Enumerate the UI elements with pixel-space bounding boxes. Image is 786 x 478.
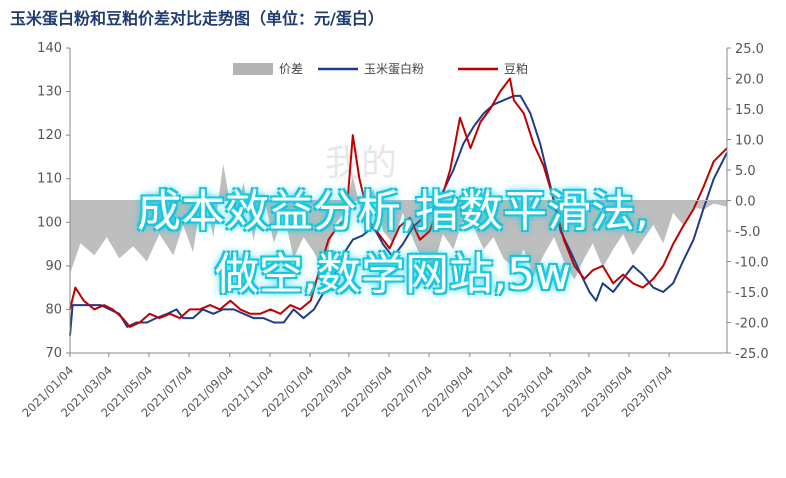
series-line-玉米蛋白粉 <box>69 94 728 336</box>
right-tick-label: 20.0 <box>735 73 764 88</box>
right-tick-label: -5.0 <box>735 225 760 240</box>
left-tick-label: 120 <box>37 128 62 143</box>
right-tick-label: 15.0 <box>735 103 764 118</box>
series-area-价差 <box>70 163 727 280</box>
left-tick-label: 140 <box>37 41 62 56</box>
price-spread-area <box>70 163 727 280</box>
left-tick-label: 100 <box>37 215 62 230</box>
left-tick-label: 130 <box>37 85 62 100</box>
left-tick-label: 70 <box>45 346 62 361</box>
overlay-text-line-2: 做空,数学网站,5w <box>215 249 571 300</box>
series-line-豆粕 <box>69 77 728 328</box>
legend: 价差 玉米蛋白粉 豆粕 <box>233 61 528 76</box>
svg-text:我的: 我的 <box>325 143 397 184</box>
right-tick-label: -15.0 <box>735 286 769 301</box>
legend-label: 玉米蛋白粉 <box>364 61 424 76</box>
left-tick-label: 110 <box>37 172 62 187</box>
legend-label: 价差 <box>279 62 303 76</box>
legend-label: 豆粕 <box>504 61 528 76</box>
right-tick-label: -10.0 <box>735 256 769 271</box>
right-tick-label: 10.0 <box>735 134 764 149</box>
right-tick-label: 0.0 <box>735 195 756 210</box>
chart-title: 玉米蛋白粉和豆粕价差对比走势图（单位：元/蛋白） <box>10 9 384 28</box>
right-tick-label: 25.0 <box>735 42 764 57</box>
right-tick-label: 5.0 <box>735 164 756 179</box>
left-tick-label: 80 <box>45 302 62 317</box>
line-layer <box>69 77 728 336</box>
right-tick-label: -25.0 <box>735 347 769 362</box>
overlay-text-line-1: 成本效益分析,指数平滑法, <box>137 186 649 237</box>
left-tick-label: 90 <box>45 259 62 274</box>
legend-swatch <box>233 63 273 75</box>
right-tick-label: -20.0 <box>735 317 769 332</box>
watermark: 我的 <box>325 143 397 184</box>
